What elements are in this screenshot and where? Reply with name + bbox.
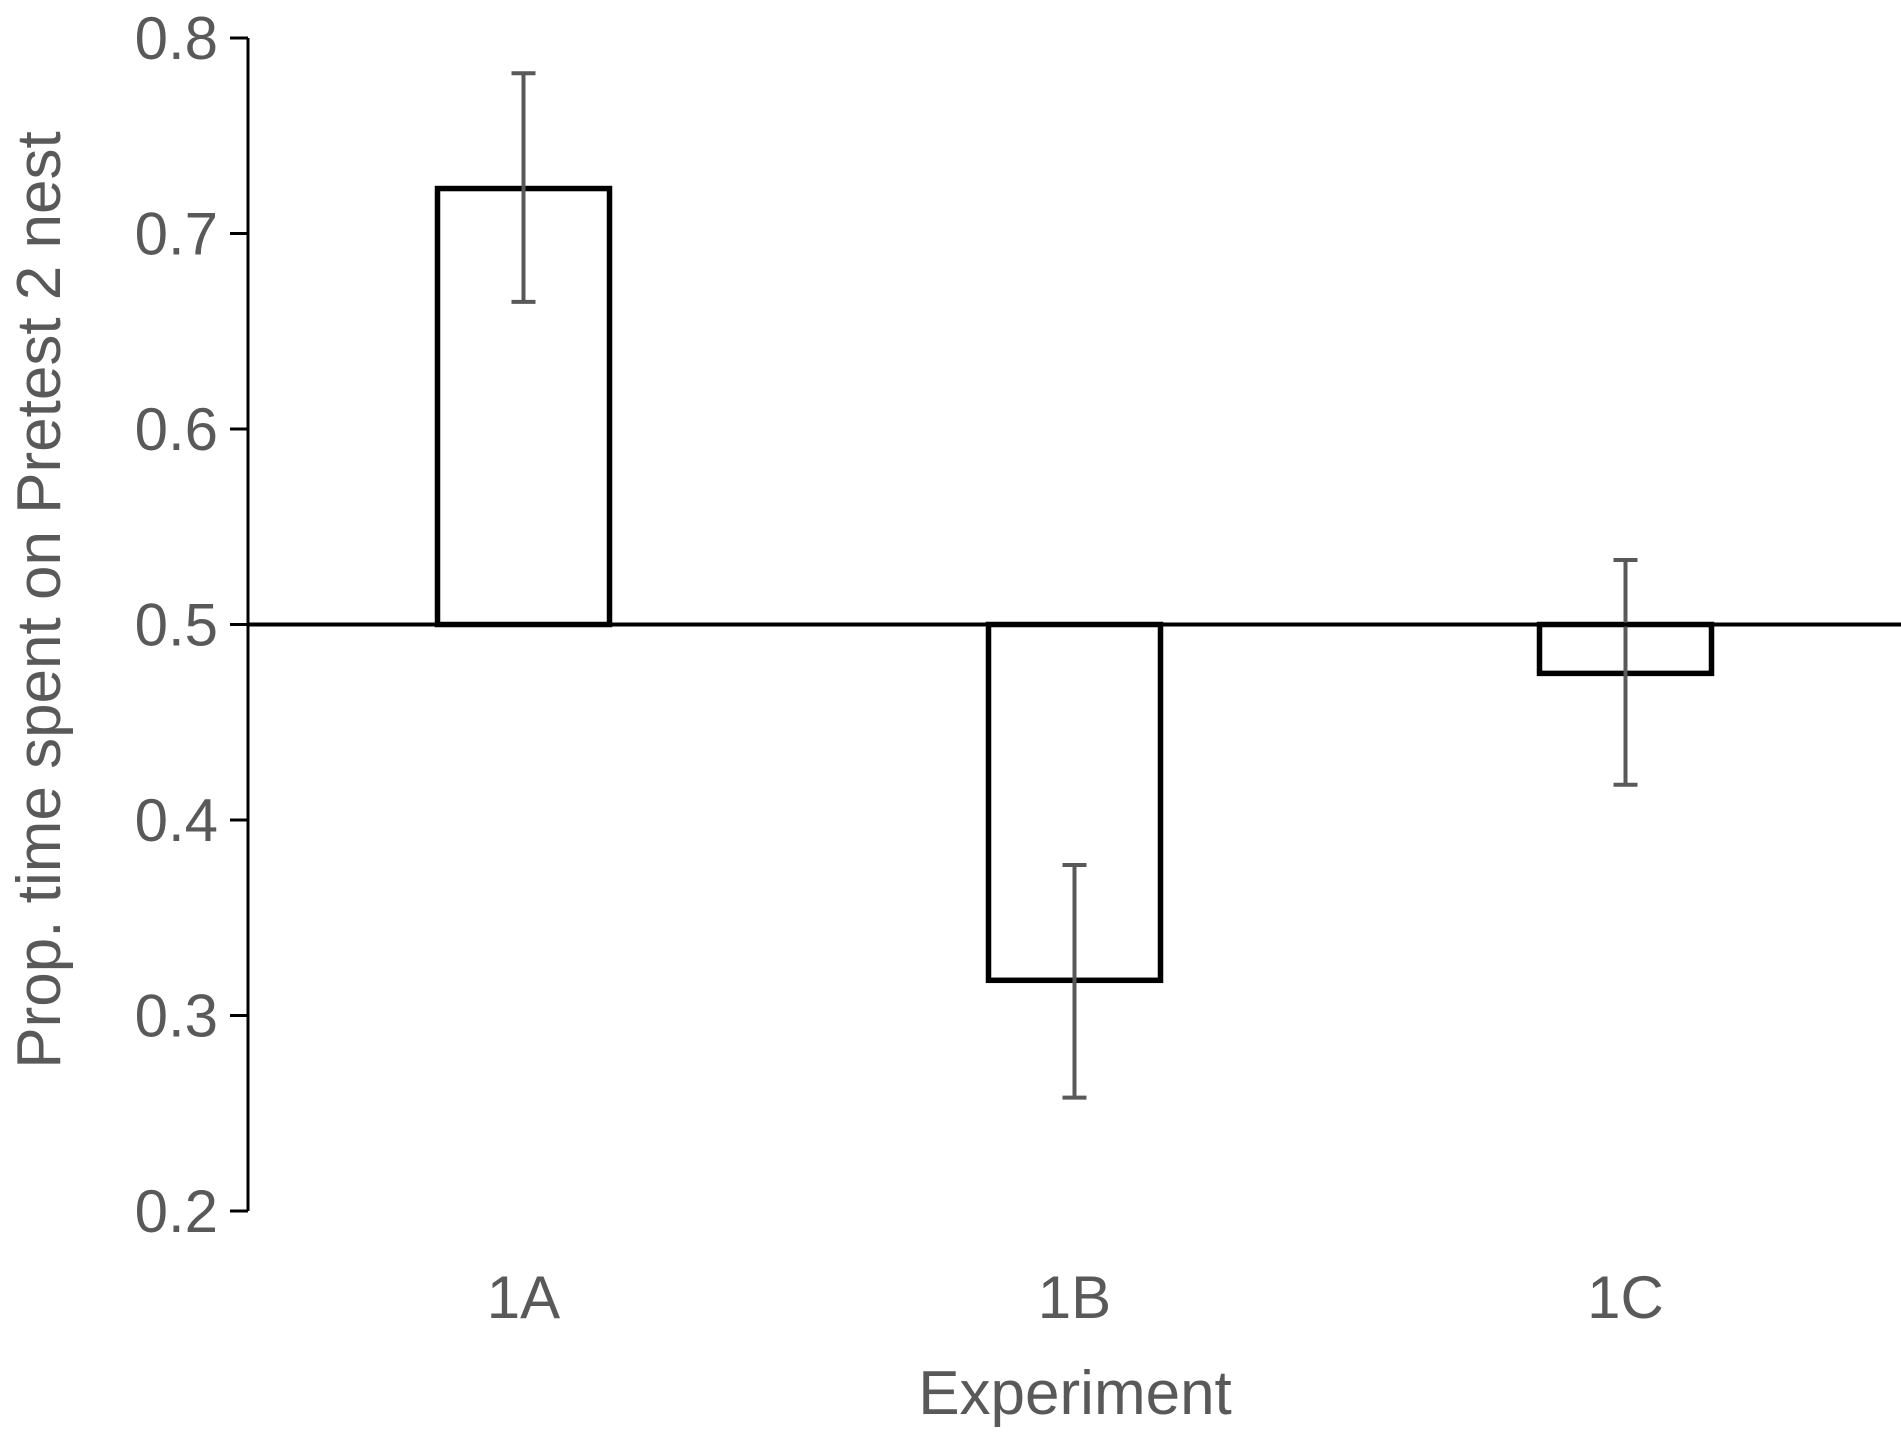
y-axis-title: Prop. time spent on Pretest 2 nest [5,131,74,1068]
error-bars [511,71,1638,1100]
axes: 0.2 0.3 0.4 0.5 0.6 0.7 0.8 [135,5,250,1245]
y-tick-label: 0.2 [135,1178,218,1245]
y-tick-label: 0.6 [135,396,218,463]
bars [434,185,1715,984]
x-tick-label-1C: 1C [1587,1264,1664,1331]
x-axis-title: Experiment [918,1359,1232,1428]
x-tick-label-1A: 1A [487,1264,560,1331]
y-tick-label: 0.5 [135,592,218,659]
y-tick-label: 0.4 [135,787,218,854]
labels: Experiment Prop. time spent on Pretest 2… [5,131,1664,1428]
x-tick-label-1B: 1B [1038,1264,1111,1331]
y-tick-label: 0.8 [135,5,218,72]
y-tick-label: 0.7 [135,201,218,268]
y-tick-label: 0.3 [135,983,218,1050]
